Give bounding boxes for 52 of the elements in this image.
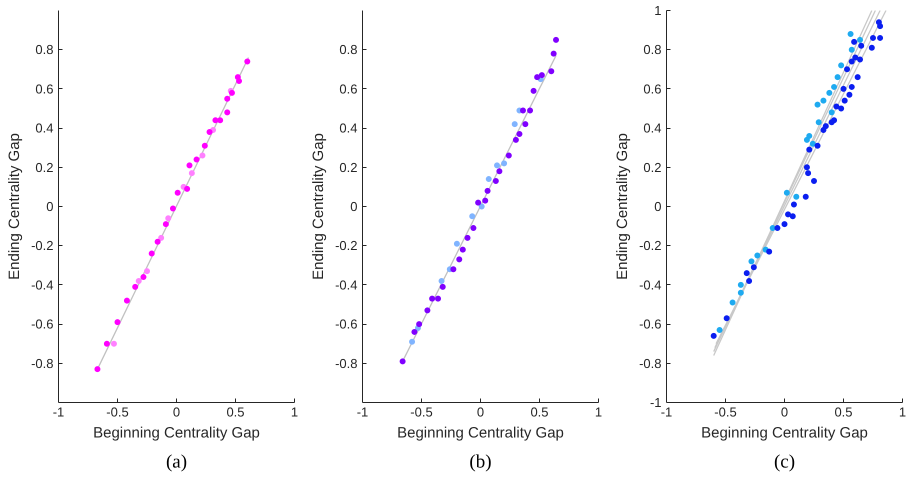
x-tick-label: 0: [172, 404, 180, 420]
x-axis-title: Beginning Centrality Gap: [93, 424, 260, 442]
y-tick-label: -0.8: [639, 356, 662, 371]
y-tick-label: 0.2: [643, 160, 662, 175]
y-tick-label: -0.8: [31, 356, 54, 371]
y-tick-label: -0.4: [639, 277, 662, 292]
y-tick-label: -0.2: [31, 238, 54, 254]
text: (b): [469, 452, 492, 472]
y-tick-label: 0.6: [35, 81, 54, 96]
y-tick-label: 0.6: [339, 81, 358, 96]
x-tick-label: 0.5: [530, 404, 549, 420]
y-tick-label: 0.4: [339, 120, 358, 136]
x-tick-label: 1: [290, 404, 298, 420]
y-axis-title: Ending Centrality Gap: [310, 133, 328, 280]
x-tick-label: 0.5: [834, 404, 853, 420]
x-tick-label: 0: [476, 404, 484, 420]
y-tick-label: 0.4: [643, 120, 662, 136]
y-tick-label: 0.8: [35, 42, 54, 58]
x-axis-title: Beginning Centrality Gap: [397, 424, 564, 442]
y-tick-label: 0.8: [339, 42, 358, 58]
x-tick-label: 0: [780, 404, 788, 420]
y-tick-label: -0.6: [335, 316, 358, 332]
y-tick-label: -0.2: [639, 238, 662, 254]
y-tick-label: 0: [350, 199, 358, 214]
y-tick-label: -0.6: [639, 316, 662, 332]
x-tick-label: 1: [898, 404, 906, 420]
x-axis-title: Beginning Centrality Gap: [701, 424, 868, 442]
x-tick-label: -1: [356, 404, 368, 420]
y-tick-label: 0.8: [643, 42, 662, 58]
y-axis-title: Ending Centrality Gap: [6, 133, 24, 280]
y-tick-label: -0.4: [31, 277, 54, 292]
y-tick-label: 0: [654, 199, 662, 214]
y-tick-label: 0.2: [339, 160, 358, 175]
y-tick-label: 0.6: [643, 81, 662, 96]
x-tick-label: -0.5: [106, 404, 129, 420]
y-tick-label: -0.2: [335, 238, 358, 254]
y-axis-title: Ending Centrality Gap: [614, 133, 632, 280]
x-tick-label: 1: [594, 404, 602, 420]
x-tick-label: -0.5: [410, 404, 433, 420]
y-tick-label: -1: [650, 395, 662, 410]
text: (a): [166, 452, 188, 472]
y-tick-label: 0.4: [35, 120, 54, 136]
x-tick-label: -0.5: [714, 404, 737, 420]
text: (c): [774, 452, 796, 472]
y-tick-label: 0: [46, 199, 54, 214]
y-tick-label: -0.6: [31, 316, 54, 332]
x-tick-label: -1: [52, 404, 64, 420]
y-tick-label: -0.4: [335, 277, 358, 292]
y-tick-label: -0.8: [335, 356, 358, 371]
x-tick-label: 0.5: [226, 404, 245, 420]
y-tick-label: 0.2: [35, 160, 54, 175]
y-tick-label: 1: [654, 3, 662, 18]
